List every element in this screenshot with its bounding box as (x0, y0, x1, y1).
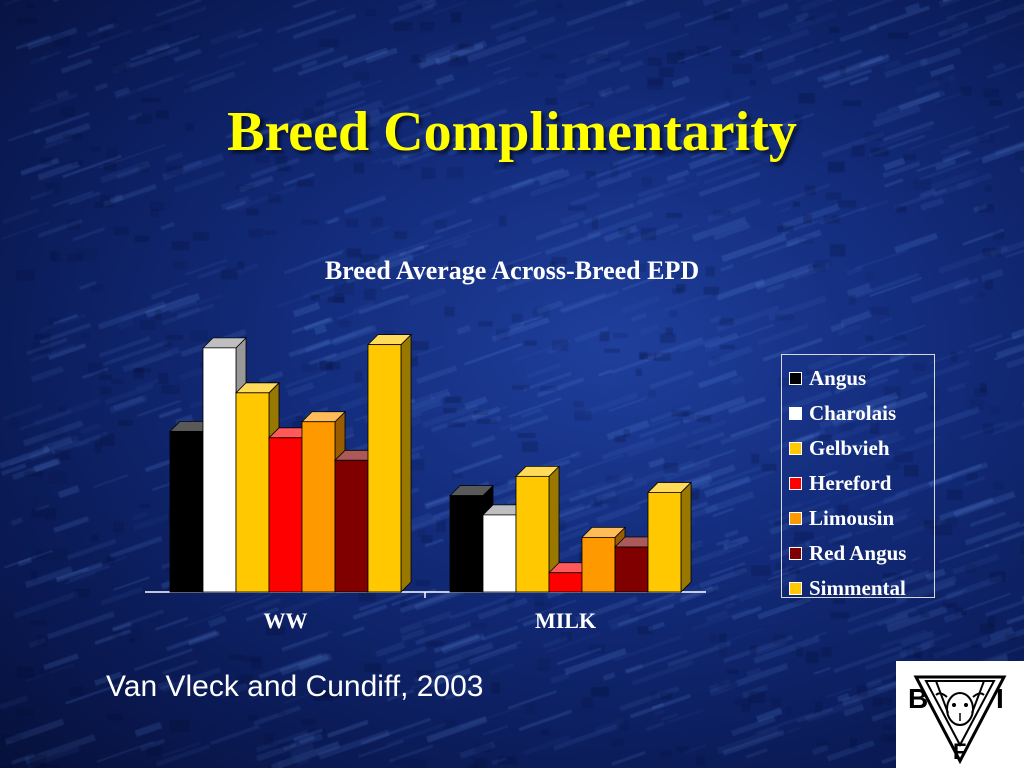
legend-swatch (789, 372, 802, 385)
bar-simmental-milk (647, 481, 692, 593)
legend-label: Limousin (809, 506, 895, 530)
legend-label: Angus (809, 366, 867, 390)
legend-swatch (789, 582, 802, 595)
logo-letter-f: F (953, 739, 967, 764)
legend-label: Hereford (809, 471, 892, 495)
legend-swatch (789, 477, 802, 490)
x-tick-label-ww: WW (264, 608, 308, 633)
logo-letter-b: B (908, 683, 929, 714)
legend-swatch (789, 442, 802, 455)
legend-item-gelbvieh: Gelbvieh (789, 431, 934, 466)
legend-swatch (789, 512, 802, 525)
legend-item-simmental: Simmental (789, 571, 934, 606)
legend-item-angus: Angus (789, 361, 934, 396)
legend-swatch (789, 407, 802, 420)
legend-item-red-angus: Red Angus (789, 536, 934, 571)
logo-letter-i: I (996, 683, 1004, 714)
legend-item-hereford: Hereford (789, 466, 934, 501)
chart-title: Breed Average Across-Breed EPD (324, 256, 700, 285)
bar-simmental-ww (367, 333, 412, 593)
legend-label: Red Angus (809, 541, 907, 565)
bif-logo-mark (913, 675, 1007, 765)
legend-label: Simmental (809, 576, 906, 600)
legend-item-charolais: Charolais (789, 396, 934, 431)
legend-item-limousin: Limousin (789, 501, 934, 536)
x-tick-label-milk: MILK (535, 608, 596, 633)
legend-swatch (789, 547, 802, 560)
slide-title: Breed Complimentarity (227, 101, 797, 163)
bif-logo: B I F (896, 661, 1024, 768)
citation: Van Vleck and Cundiff, 2003 (106, 670, 484, 703)
legend-label: Gelbvieh (809, 436, 890, 460)
chart-legend: Angus Charolais Gelbvieh Hereford Limousin Re… (781, 354, 935, 600)
legend-label: Charolais (809, 401, 897, 425)
